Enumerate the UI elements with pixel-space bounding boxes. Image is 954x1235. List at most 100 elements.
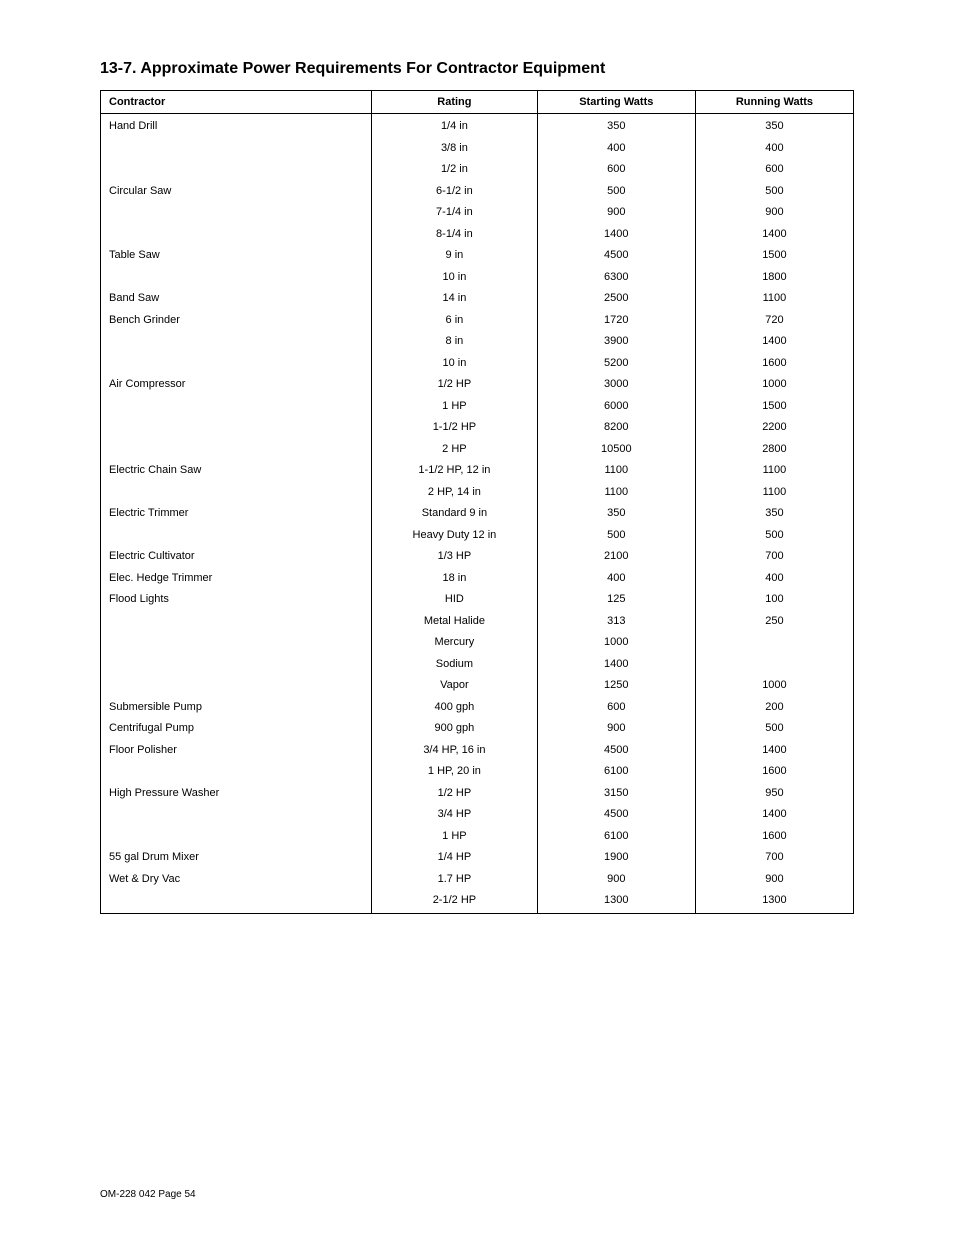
table-row: Mercury1000 [101,632,854,654]
table-row: Air Compressor1/2 HP30001000 [101,374,854,396]
cell-starting-watts: 400 [537,137,695,159]
cell-rating: 1/3 HP [372,546,538,568]
table-body: Hand Drill1/4 in3503503/8 in4004001/2 in… [101,114,854,914]
cell-rating: 400 gph [372,696,538,718]
table-row: Heavy Duty 12 in500500 [101,524,854,546]
cell-rating: 7-1/4 in [372,202,538,224]
cell-contractor: Electric Cultivator [101,546,372,568]
table-row: Vapor12501000 [101,675,854,697]
cell-rating: 2 HP [372,438,538,460]
cell-starting-watts: 600 [537,696,695,718]
cell-running-watts: 1100 [695,481,853,503]
cell-running-watts: 500 [695,180,853,202]
cell-starting-watts: 10500 [537,438,695,460]
cell-running-watts: 600 [695,159,853,181]
cell-running-watts: 350 [695,114,853,138]
cell-starting-watts: 1900 [537,847,695,869]
cell-starting-watts: 900 [537,868,695,890]
cell-rating: 1/4 in [372,114,538,138]
cell-contractor: Bench Grinder [101,309,372,331]
cell-rating: 1/2 HP [372,782,538,804]
cell-rating: 1 HP [372,395,538,417]
cell-rating: 10 in [372,352,538,374]
table-row: 1 HP61001600 [101,825,854,847]
table-row: 7-1/4 in900900 [101,202,854,224]
cell-starting-watts: 6300 [537,266,695,288]
cell-running-watts: 100 [695,589,853,611]
cell-running-watts: 500 [695,524,853,546]
cell-starting-watts: 900 [537,718,695,740]
table-row: Circular Saw6-1/2 in500500 [101,180,854,202]
cell-rating: 900 gph [372,718,538,740]
cell-contractor [101,202,372,224]
cell-starting-watts: 900 [537,202,695,224]
cell-contractor [101,266,372,288]
cell-starting-watts: 1100 [537,460,695,482]
cell-running-watts: 1600 [695,352,853,374]
cell-rating: Metal Halide [372,610,538,632]
cell-contractor: Centrifugal Pump [101,718,372,740]
cell-contractor [101,524,372,546]
cell-starting-watts: 1400 [537,653,695,675]
cell-running-watts: 1600 [695,761,853,783]
cell-rating: 8-1/4 in [372,223,538,245]
table-row: Centrifugal Pump900 gph900500 [101,718,854,740]
cell-contractor: Flood Lights [101,589,372,611]
cell-starting-watts: 3900 [537,331,695,353]
cell-running-watts: 250 [695,610,853,632]
table-row: 1/2 in600600 [101,159,854,181]
table-row: Band Saw14 in25001100 [101,288,854,310]
cell-rating: 18 in [372,567,538,589]
cell-rating: 1/2 HP [372,374,538,396]
cell-rating: Mercury [372,632,538,654]
cell-starting-watts: 350 [537,114,695,138]
cell-contractor [101,331,372,353]
cell-contractor [101,481,372,503]
cell-running-watts: 1500 [695,245,853,267]
cell-starting-watts: 400 [537,567,695,589]
table-row: Electric Chain Saw1-1/2 HP, 12 in1100110… [101,460,854,482]
cell-running-watts: 400 [695,137,853,159]
cell-starting-watts: 1250 [537,675,695,697]
table-row: Bench Grinder6 in1720720 [101,309,854,331]
cell-running-watts: 1100 [695,288,853,310]
table-row: High Pressure Washer1/2 HP3150950 [101,782,854,804]
cell-contractor [101,417,372,439]
table-row: 3/8 in400400 [101,137,854,159]
page-footer: OM-228 042 Page 54 [100,1189,196,1200]
cell-starting-watts: 3000 [537,374,695,396]
cell-running-watts: 1600 [695,825,853,847]
cell-rating: HID [372,589,538,611]
cell-rating: 3/4 HP, 16 in [372,739,538,761]
cell-starting-watts: 4500 [537,804,695,826]
table-row: Wet & Dry Vac1.7 HP900900 [101,868,854,890]
cell-contractor [101,825,372,847]
cell-rating: 3/4 HP [372,804,538,826]
cell-contractor [101,675,372,697]
cell-starting-watts: 125 [537,589,695,611]
cell-rating: 1 HP [372,825,538,847]
cell-contractor: Circular Saw [101,180,372,202]
cell-contractor [101,438,372,460]
cell-contractor: Wet & Dry Vac [101,868,372,890]
cell-starting-watts: 6100 [537,761,695,783]
cell-rating: 10 in [372,266,538,288]
table-row: 1 HP60001500 [101,395,854,417]
cell-starting-watts: 1100 [537,481,695,503]
cell-starting-watts: 500 [537,180,695,202]
cell-rating: 3/8 in [372,137,538,159]
cell-running-watts: 2800 [695,438,853,460]
cell-running-watts: 900 [695,868,853,890]
cell-contractor [101,890,372,914]
table-row: Metal Halide313250 [101,610,854,632]
cell-running-watts: 1800 [695,266,853,288]
cell-rating: 14 in [372,288,538,310]
cell-contractor [101,632,372,654]
cell-rating: 8 in [372,331,538,353]
cell-contractor [101,137,372,159]
cell-starting-watts: 313 [537,610,695,632]
section-title: 13-7. Approximate Power Requirements For… [100,60,854,78]
cell-running-watts: 1100 [695,460,853,482]
table-row: 1-1/2 HP82002200 [101,417,854,439]
cell-rating: 1-1/2 HP, 12 in [372,460,538,482]
